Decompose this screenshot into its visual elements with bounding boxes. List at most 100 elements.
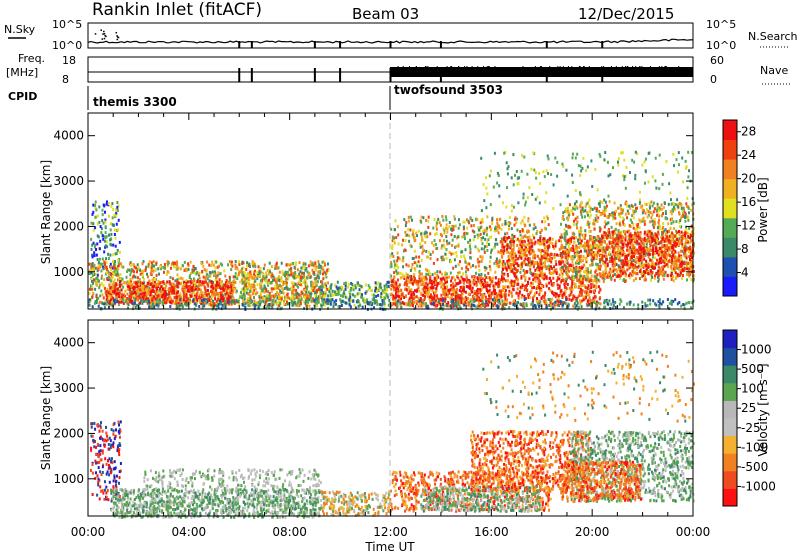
power-cell — [298, 273, 300, 276]
power-cell — [513, 235, 515, 238]
power-cell — [121, 289, 123, 292]
power-cell — [429, 232, 431, 235]
power-cell — [527, 239, 529, 242]
power-cell — [536, 232, 538, 235]
power-cell — [446, 289, 448, 292]
nave-dot — [650, 66, 651, 67]
power-cell — [169, 291, 171, 294]
power-cell — [177, 273, 179, 276]
power-cell — [202, 294, 204, 297]
power-cell — [484, 238, 486, 241]
power-cell — [478, 229, 480, 232]
power-cell — [241, 279, 243, 282]
power-cell — [240, 291, 242, 294]
power-cell — [464, 298, 466, 301]
power-cell — [391, 245, 393, 248]
freq-unit-label: [MHz] — [6, 66, 38, 79]
power-cell — [524, 240, 526, 243]
power-cell — [117, 288, 119, 291]
power-cell — [490, 228, 492, 231]
power-cell — [325, 274, 327, 277]
power-cell — [657, 280, 659, 283]
power-cell — [370, 289, 372, 292]
power-cell — [450, 253, 452, 256]
power-cell — [144, 285, 146, 288]
power-cell — [248, 263, 250, 266]
power-cell — [529, 246, 531, 249]
power-cell — [454, 235, 456, 238]
power-cell — [419, 280, 421, 283]
power-cell — [541, 243, 543, 246]
power-cell — [540, 258, 542, 261]
power-cell — [207, 277, 209, 280]
power-cell — [522, 236, 524, 239]
power-cell — [502, 240, 504, 243]
power-cell — [348, 283, 350, 286]
power-cell — [593, 290, 595, 293]
power-cell — [503, 246, 505, 249]
power-cell — [165, 283, 167, 286]
power-cell — [154, 301, 156, 304]
power-cell — [241, 295, 243, 298]
power-cell — [450, 260, 452, 263]
power-cell — [260, 279, 262, 282]
power-cell — [587, 300, 589, 303]
power-cell — [192, 265, 194, 268]
power-cell — [468, 263, 470, 266]
power-cell — [465, 291, 467, 294]
power-cell — [488, 295, 490, 298]
power-cell — [462, 272, 464, 275]
power-cell — [555, 292, 557, 295]
power-cell — [308, 298, 310, 301]
power-cell — [243, 275, 245, 278]
power-cell — [407, 228, 409, 231]
power-cell — [107, 253, 109, 256]
power-cell — [322, 285, 324, 288]
power-cell — [126, 276, 128, 279]
power-cell — [403, 218, 405, 221]
power-cell — [418, 280, 420, 283]
power-cell — [509, 286, 511, 289]
nsky-panel: N.Sky 10^5 10^0 10^5 10^0 N.Search — [4, 18, 798, 52]
nave-dot — [472, 66, 473, 67]
power-cell — [213, 264, 215, 267]
power-cell — [579, 299, 581, 302]
power-cell — [387, 296, 389, 299]
power-cell — [508, 262, 510, 265]
power-cell — [193, 269, 195, 272]
power-cell — [559, 248, 561, 251]
power-cell — [426, 235, 428, 238]
power-cell — [504, 286, 506, 289]
power-cell — [521, 296, 523, 299]
power-cell — [421, 236, 423, 239]
power-cell — [284, 287, 286, 290]
power-cell — [527, 281, 529, 284]
power-cell — [562, 246, 564, 249]
power-cell — [517, 258, 519, 261]
power-cell — [228, 285, 230, 288]
power-cell — [397, 252, 399, 255]
power-cell — [242, 282, 244, 285]
nave-dot — [584, 66, 585, 67]
power-cell — [309, 305, 311, 308]
power-cell — [171, 263, 173, 266]
power-cell — [441, 234, 443, 237]
power-cell — [422, 216, 424, 219]
power-cell — [412, 263, 414, 266]
power-cell — [391, 263, 393, 266]
power-cell — [291, 295, 293, 298]
power-cell — [538, 293, 540, 296]
power-cell — [657, 205, 659, 208]
nave-dot — [458, 66, 459, 67]
power-cell — [446, 248, 448, 251]
power-cell — [492, 284, 494, 287]
power-cell — [398, 257, 400, 260]
power-cell — [580, 284, 582, 287]
power-cell — [525, 249, 527, 252]
power-cell — [106, 203, 108, 206]
power-cell — [475, 281, 477, 284]
power-cell — [418, 289, 420, 292]
power-cell — [402, 239, 404, 242]
power-cell — [521, 263, 523, 266]
power-cell — [584, 242, 586, 245]
